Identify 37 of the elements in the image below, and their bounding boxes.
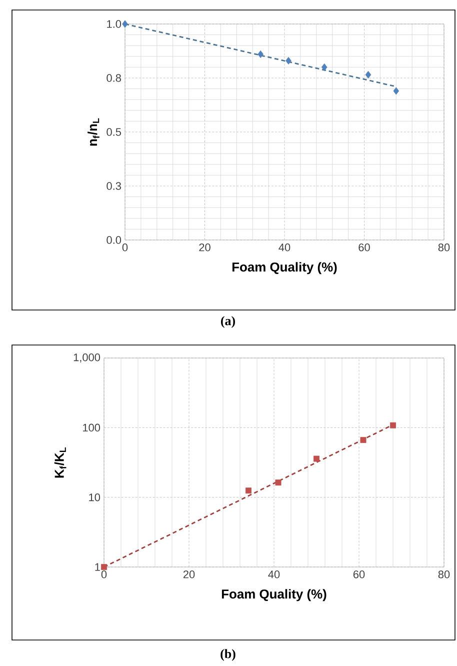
point (246, 488, 252, 494)
point (314, 456, 320, 462)
point (286, 56, 292, 64)
point (122, 20, 128, 28)
x-tick-label: 0 (101, 570, 107, 578)
point (365, 70, 372, 79)
x-tick-label: 80 (438, 570, 450, 578)
y-tick-label: 1,000 (74, 353, 100, 363)
y-tick-label: 1 (95, 563, 100, 571)
y-tick-label: 0.8 (106, 74, 121, 82)
point (101, 564, 107, 570)
x-tick-label: 0 (122, 244, 128, 252)
x-tick-label: 20 (183, 570, 195, 578)
y-tick-label: 10 (89, 493, 100, 502)
x-tick-label: 40 (268, 570, 280, 578)
text: (a) (221, 316, 235, 328)
y-tick-label: 100 (83, 424, 100, 432)
text: (b) (220, 649, 236, 661)
y-tick-label: 0.0 (106, 236, 122, 244)
x-axis-title: Foam Quality (%) (222, 589, 326, 602)
point (393, 87, 400, 95)
x-tick-label: 60 (358, 244, 370, 252)
x-tick-label: 60 (353, 570, 365, 578)
y-axis-title: n$_{f}$/n$_{L}$ (88, 118, 100, 146)
y-axis-title: K$_{f}$/K$_{L}$ (54, 447, 66, 478)
x-tick-label: 20 (199, 244, 210, 252)
point (258, 50, 264, 58)
y-tick-label: 0.5 (106, 128, 122, 136)
x-tick-label: 40 (278, 244, 290, 252)
y-tick-label: 1.0 (107, 20, 122, 28)
x-axis-title: Foam Quality (%) (232, 262, 337, 274)
point (390, 422, 396, 428)
point (321, 63, 328, 71)
y-tick-label: 0.3 (106, 182, 121, 190)
x-tick-label: 80 (438, 244, 450, 252)
point (275, 480, 282, 486)
point (360, 437, 366, 443)
